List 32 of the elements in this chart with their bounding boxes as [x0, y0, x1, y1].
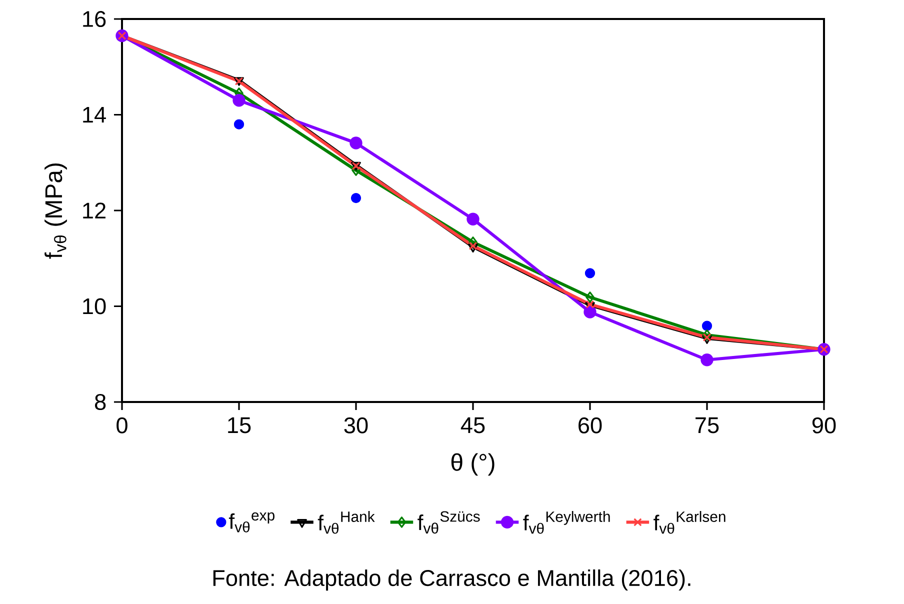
point [468, 236, 478, 248]
point [584, 268, 596, 278]
source-note: Fonte: Adaptado de Carrasco e Mantilla (2016). [213, 569, 690, 591]
y-tick-label: 14 [83, 106, 106, 123]
y-tick-label: 16 [83, 10, 106, 28]
legend-label: f$_{vθ}$Hank [318, 511, 375, 534]
point [234, 119, 244, 130]
y-tick-label: 10 [83, 298, 106, 314]
x-tick-label: 30 [344, 417, 368, 434]
y-tick-label: 8 [95, 394, 106, 410]
point [584, 306, 596, 318]
point [586, 292, 594, 303]
x-tick-label: 60 [578, 417, 602, 434]
point [350, 136, 362, 150]
point [466, 212, 480, 226]
x-tick-label: 0 [116, 417, 128, 434]
x-tick-label: 75 [696, 417, 719, 434]
x-tick-label: 90 [812, 417, 836, 434]
y-axis-title: f$_{vθ}$ (MPa) [44, 163, 67, 259]
y-tick-label: 12 [83, 202, 106, 218]
point [700, 354, 714, 366]
legend-label: f$_{vθ}$Keylwerth [523, 511, 610, 534]
legend-label: f$_{vθ}$exp [228, 512, 274, 532]
point [702, 320, 712, 331]
x-tick-label: 15 [228, 417, 251, 434]
x-tick-label: 45 [460, 417, 485, 434]
legend-label: f$_{vθ}$Karlsen [654, 511, 726, 534]
point [350, 192, 362, 204]
x-axis-title: θ (°) [451, 453, 494, 476]
point [702, 329, 712, 341]
point [232, 94, 246, 107]
legend-label: f$_{vθ}$Szücs [418, 511, 480, 534]
